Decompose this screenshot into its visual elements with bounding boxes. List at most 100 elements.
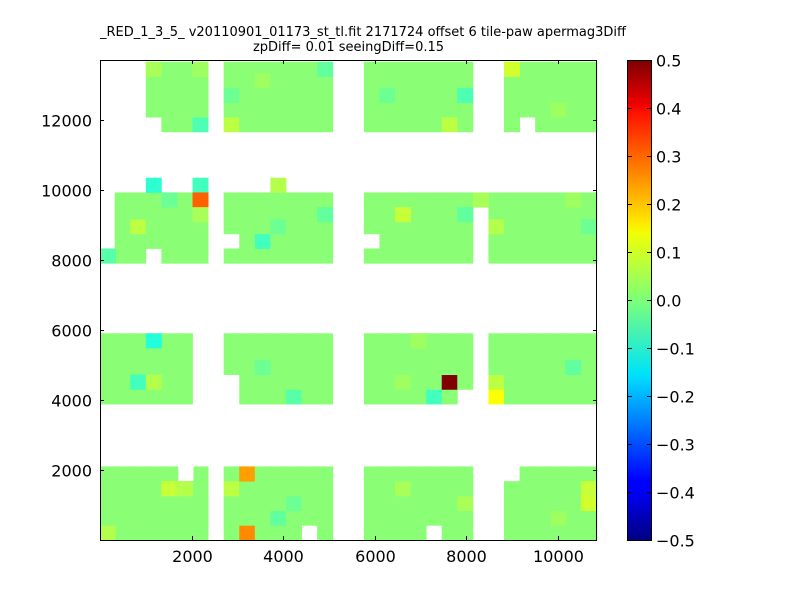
heatmap-cell — [363, 117, 380, 133]
heatmap-cell — [504, 510, 520, 526]
heatmap-cell — [488, 233, 505, 249]
heatmap-cell — [285, 233, 302, 249]
heatmap-cell — [239, 525, 256, 541]
heatmap-cell — [394, 481, 411, 497]
heatmap-cell — [254, 248, 271, 264]
heatmap-cell — [145, 61, 162, 77]
heatmap-cell — [115, 495, 132, 511]
heatmap-cell — [239, 219, 256, 235]
heatmap-cell — [162, 495, 179, 511]
heatmap-cell — [254, 359, 271, 376]
heatmap-cell — [115, 359, 132, 376]
heatmap-cell — [100, 525, 116, 541]
heatmap-cell — [519, 61, 536, 74]
heatmap-cell — [535, 333, 552, 346]
heatmap-cell — [363, 374, 380, 390]
heatmap-cell — [239, 374, 256, 390]
heatmap-cell — [426, 345, 443, 361]
colorbar-tick-label: 0.1 — [656, 244, 681, 263]
heatmap-cell — [394, 525, 411, 541]
heatmap-cell — [550, 233, 567, 249]
heatmap-cell — [363, 219, 380, 235]
x-tick-label: 6000 — [355, 547, 396, 566]
heatmap-cell — [535, 219, 552, 235]
heatmap-cell — [161, 117, 178, 133]
heatmap-cell — [239, 345, 256, 361]
heatmap-cell — [550, 219, 567, 235]
heatmap-cell — [317, 207, 334, 223]
heatmap-cell — [146, 510, 163, 526]
heatmap-cell — [535, 102, 552, 118]
heatmap-cell — [441, 359, 458, 376]
heatmap-cell — [535, 374, 552, 390]
heatmap-cell — [379, 495, 396, 511]
heatmap-cell — [301, 204, 318, 220]
heatmap-cell — [488, 333, 505, 346]
heatmap-cell — [535, 525, 552, 541]
heatmap-cell — [285, 495, 302, 511]
colorbar-tick-label: −0.3 — [656, 436, 695, 455]
heatmap-cell — [379, 333, 396, 346]
heatmap-cell — [270, 61, 287, 74]
heatmap-cell — [223, 204, 240, 220]
heatmap-cell — [550, 72, 567, 89]
heatmap-cell — [254, 204, 271, 220]
colorbar-tick-label: −0.5 — [656, 532, 695, 551]
heatmap-cell — [410, 61, 427, 74]
heatmap-cell — [410, 510, 427, 526]
heatmap-cell — [177, 359, 193, 376]
heatmap-cell — [535, 192, 552, 205]
heatmap-cell — [239, 204, 256, 220]
heatmap-cell — [488, 192, 505, 205]
heatmap-cell — [130, 374, 147, 390]
heatmap-cell — [130, 219, 147, 235]
heatmap-cell — [285, 219, 302, 235]
heatmap-cell — [535, 389, 552, 405]
heatmap-cell — [254, 102, 271, 118]
y-tick-label: 10000 — [41, 182, 92, 201]
heatmap-cell — [301, 389, 318, 405]
heatmap-cell — [580, 495, 597, 511]
heatmap-cell — [223, 333, 240, 346]
heatmap-cell — [566, 102, 583, 118]
heatmap-cell — [394, 233, 411, 249]
heatmap-cell — [270, 525, 287, 541]
heatmap-cell — [317, 248, 334, 264]
heatmap-cell — [270, 204, 287, 220]
heatmap-cell — [535, 117, 552, 133]
heatmap-cell — [176, 72, 193, 89]
heatmap-cell — [550, 204, 567, 220]
heatmap-cell — [504, 204, 520, 220]
heatmap-cell — [114, 233, 131, 249]
heatmap-cell — [100, 510, 116, 526]
heatmap-cell — [270, 510, 287, 526]
heatmap-cell — [581, 345, 598, 361]
heatmap-cell — [177, 333, 193, 346]
heatmap-cell — [270, 233, 287, 249]
heatmap-cell — [145, 192, 162, 205]
heatmap-cell — [519, 219, 536, 235]
heatmap-cell — [223, 481, 240, 497]
heatmap-cell — [581, 389, 598, 405]
heatmap-cell — [176, 481, 193, 497]
heatmap-cell — [285, 333, 302, 346]
heatmap-cell — [223, 219, 240, 235]
heatmap-cell — [285, 102, 302, 118]
heatmap-cell — [426, 481, 443, 497]
heatmap-cell — [519, 374, 536, 390]
heatmap-cell — [504, 481, 520, 497]
heatmap-cell — [457, 333, 474, 346]
heatmap-cell — [441, 192, 458, 205]
heatmap-cell — [146, 389, 163, 405]
heatmap-cell — [581, 87, 598, 103]
heatmap-cell — [379, 102, 396, 118]
heatmap-cell — [457, 72, 474, 89]
heatmap-cell — [177, 510, 194, 526]
heatmap-cell — [426, 117, 443, 133]
heatmap-cell — [441, 117, 458, 133]
heatmap-cell — [363, 466, 380, 482]
heatmap-cells — [100, 61, 598, 541]
y-tick-label: 2000 — [51, 462, 92, 481]
colorbar-tick-label: −0.4 — [656, 484, 695, 503]
heatmap-cell — [254, 495, 271, 511]
